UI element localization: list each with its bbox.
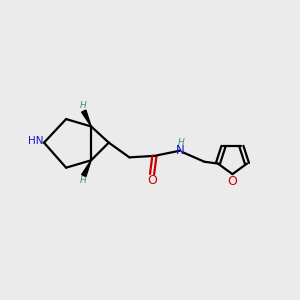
Text: HN: HN: [28, 136, 44, 146]
Text: H: H: [80, 176, 87, 185]
Text: O: O: [227, 175, 237, 188]
Text: N: N: [176, 144, 185, 157]
Text: O: O: [147, 174, 157, 187]
Text: H: H: [80, 101, 87, 110]
Polygon shape: [82, 160, 91, 177]
Polygon shape: [82, 110, 91, 126]
Text: H: H: [178, 138, 184, 147]
